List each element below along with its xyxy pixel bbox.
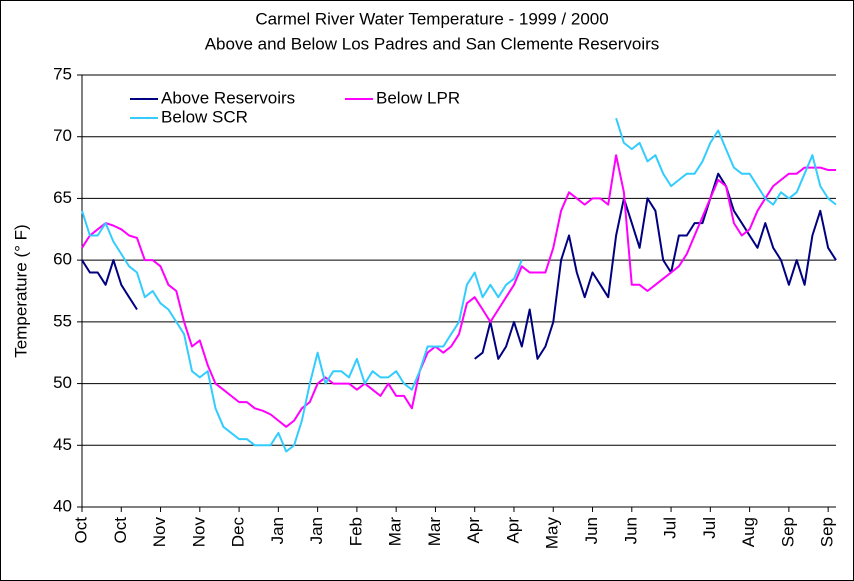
legend-label: Above Reservoirs xyxy=(161,88,295,107)
x-tick-label: Jul xyxy=(661,517,680,539)
x-tick-label: Apr xyxy=(464,517,483,544)
legend-label: Below SCR xyxy=(161,107,248,126)
x-tick-label: Nov xyxy=(189,517,208,548)
x-tick-label: Feb xyxy=(346,517,365,546)
y-tick-label: 70 xyxy=(53,126,72,145)
x-tick-label: Jul xyxy=(700,517,719,539)
chart-title: Carmel River Water Temperature - 1999 / … xyxy=(255,9,608,28)
x-tick-label: Oct xyxy=(111,517,130,544)
x-tick-label: Dec xyxy=(229,517,248,548)
x-tick-label: Aug xyxy=(739,517,758,547)
x-tick-label: Jun xyxy=(621,517,640,544)
chart-subtitle: Above and Below Los Padres and San Cleme… xyxy=(205,34,660,53)
x-tick-label: Sep xyxy=(778,517,797,547)
x-tick-label: Nov xyxy=(150,517,169,548)
series-line xyxy=(81,154,836,428)
series-line xyxy=(81,117,837,453)
x-tick-label: Mar xyxy=(425,517,444,547)
y-tick-label: 60 xyxy=(53,250,72,269)
x-tick-label: Apr xyxy=(503,517,522,544)
y-tick-label: 65 xyxy=(53,188,72,207)
x-tick-label: Oct xyxy=(71,517,90,544)
x-tick-label: Jun xyxy=(582,517,601,544)
x-tick-label: Jan xyxy=(268,517,287,544)
x-tick-label: Mar xyxy=(386,517,405,547)
x-tick-label: Sep xyxy=(818,517,837,547)
y-tick-label: 75 xyxy=(53,64,72,83)
x-tick-label: Jan xyxy=(307,517,326,544)
y-axis-label: Temperature (° F) xyxy=(11,224,30,357)
series-line xyxy=(81,172,837,360)
legend-label: Below LPR xyxy=(376,88,460,107)
y-tick-label: 55 xyxy=(53,311,72,330)
y-tick-label: 40 xyxy=(53,496,72,515)
y-tick-label: 45 xyxy=(53,435,72,454)
x-tick-label: May xyxy=(543,517,562,550)
y-tick-label: 50 xyxy=(53,373,72,392)
